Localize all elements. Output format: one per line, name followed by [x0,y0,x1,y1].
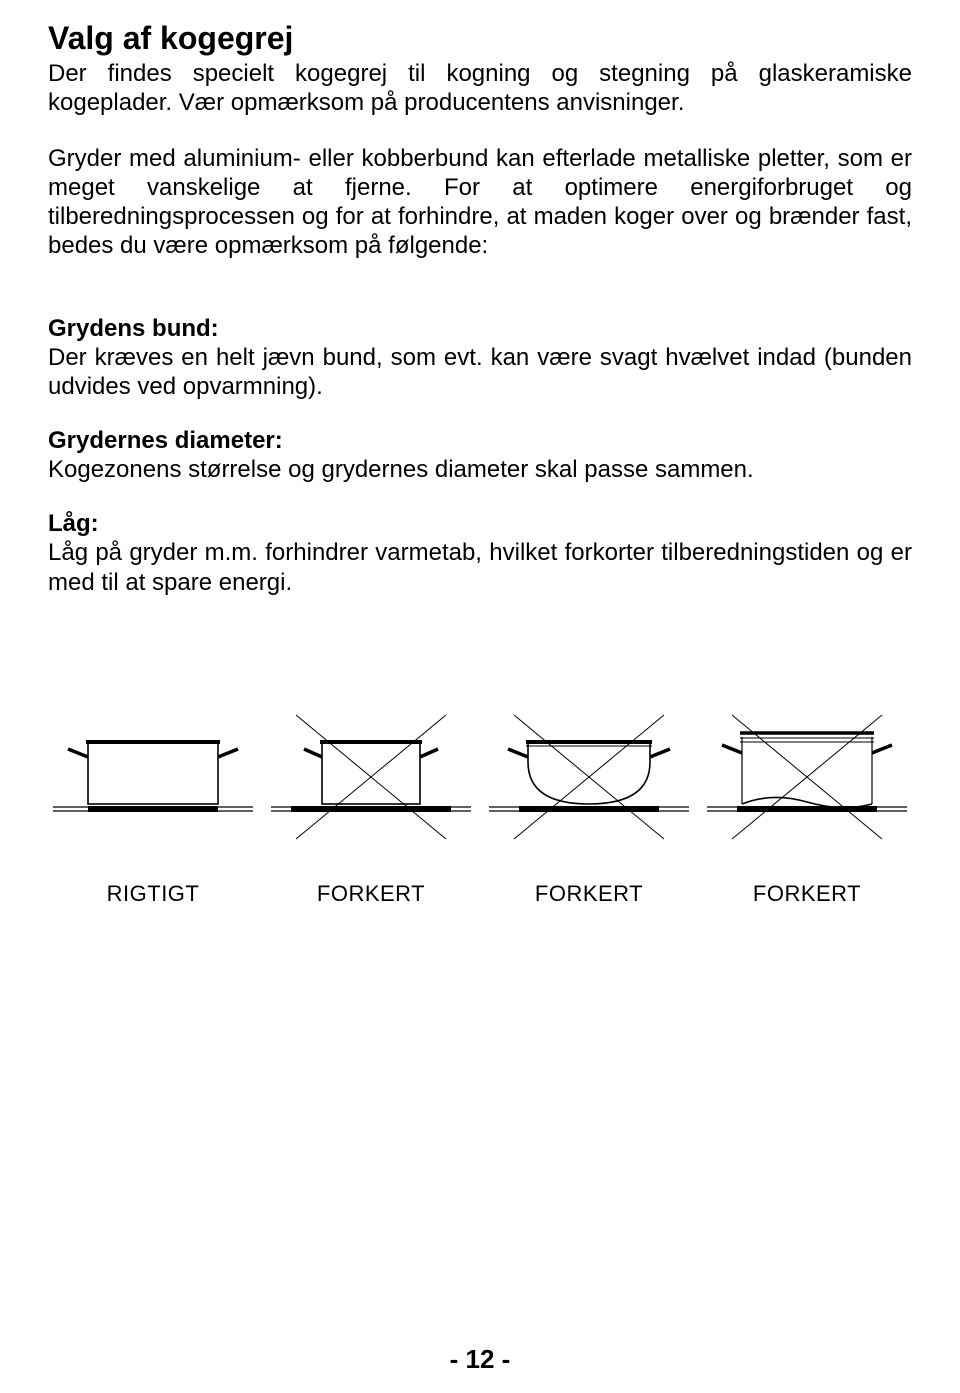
section-heading: Låg: [48,510,912,538]
illustration-caption: RIGTIGT [107,881,200,907]
illustration-caption: FORKERT [317,881,425,907]
illustration-wrong-wavy: FORKERT [702,707,912,907]
page-number: - 12 - [0,1344,960,1375]
pot-correct-icon [48,707,258,847]
section-heading: Grydernes diameter: [48,427,912,455]
page-title: Valg af kogegrej [48,20,912,57]
pot-wrong-round-icon [484,707,694,847]
section-body: Låg på gryder m.m. forhindrer varmetab, … [48,538,912,597]
illustration-caption: FORKERT [753,881,861,907]
pot-wrong-small-icon [266,707,476,847]
section-heading: Grydens bund: [48,315,912,343]
section-body: Der kræves en helt jævn bund, som evt. k… [48,343,912,402]
section-diameter: Grydernes diameter: Kogezonens størrelse… [48,427,912,484]
illustration-correct: RIGTIGT [48,707,258,907]
illustration-caption: FORKERT [535,881,643,907]
intro-paragraph-2: Gryder med aluminium- eller kobberbund k… [48,144,912,261]
illustration-row: RIGTIGT FORKERT [48,707,912,907]
section-laag: Låg: Låg på gryder m.m. forhindrer varme… [48,510,912,597]
illustration-wrong-small: FORKERT [266,707,476,907]
intro-paragraph-1: Der findes specielt kogegrej til kogning… [48,59,912,118]
document-page: Valg af kogegrej Der findes specielt kog… [0,0,960,1393]
illustration-wrong-round: FORKERT [484,707,694,907]
section-grydens-bund: Grydens bund: Der kræves en helt jævn bu… [48,315,912,402]
pot-wrong-wavy-icon [702,707,912,847]
section-body: Kogezonens størrelse og grydernes diamet… [48,455,912,484]
